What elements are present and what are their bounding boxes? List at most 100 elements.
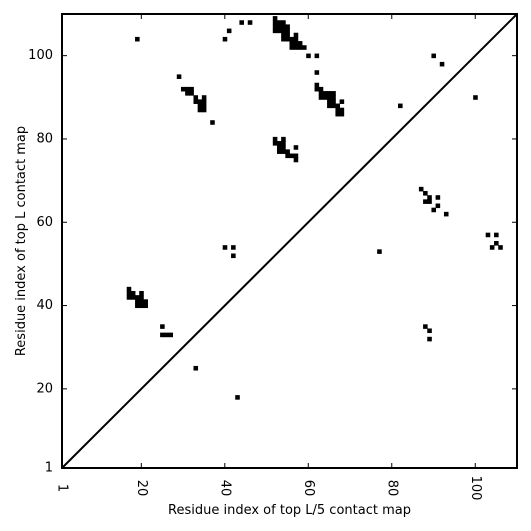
contact-cell: [281, 136, 286, 142]
contact-cell: [285, 24, 290, 29]
x-tick-label: 80: [384, 480, 399, 497]
contact-cell: [197, 107, 203, 113]
contact-cell: [281, 28, 286, 34]
contact-cell: [160, 324, 165, 329]
contact-cell: [293, 32, 299, 38]
x-tick-label: 20: [134, 480, 149, 497]
contacts-layer: [126, 16, 503, 400]
contact-cell: [168, 332, 174, 338]
contact-cell: [281, 141, 286, 146]
contact-cell: [339, 111, 345, 117]
contact-cell: [272, 20, 278, 25]
contact-cell: [126, 286, 132, 292]
contact-cell: [130, 290, 136, 296]
contact-cell: [285, 153, 290, 159]
contact-cell: [339, 107, 345, 113]
contact-cell: [427, 195, 432, 200]
contact-cell: [289, 153, 295, 159]
x-tick-label: 100: [468, 476, 483, 501]
contact-cell: [427, 199, 432, 204]
contact-cell: [293, 157, 299, 163]
contact-cell: [335, 103, 340, 109]
contact-cell: [139, 303, 144, 309]
y-tick-label: 40: [36, 298, 53, 313]
contact-cell: [318, 86, 324, 92]
x-tick-label: 60: [301, 480, 316, 497]
contact-cell: [276, 28, 282, 34]
contact-cell: [339, 99, 345, 104]
contact-cell: [494, 241, 499, 246]
contact-cell: [285, 28, 290, 34]
contact-cell: [285, 149, 290, 154]
contact-cell: [331, 103, 336, 109]
contact-cell: [293, 153, 299, 159]
contact-cell: [335, 107, 340, 113]
contact-cell: [272, 24, 278, 29]
contact-cell: [473, 95, 478, 100]
contact-cell: [139, 295, 144, 300]
contact-cell: [276, 141, 282, 146]
contact-cell: [276, 149, 282, 154]
contact-cell: [164, 332, 169, 338]
contact-cell: [126, 295, 132, 300]
contact-cell: [176, 74, 182, 79]
contact-cell: [398, 103, 403, 109]
contact-cell: [281, 149, 286, 154]
contact-cell: [135, 299, 140, 304]
contact-cell: [180, 86, 186, 92]
contact-cell: [427, 328, 432, 334]
contact-cell: [377, 249, 382, 254]
contact-cell: [485, 232, 491, 238]
contact-cell: [272, 141, 278, 146]
contact-cell: [201, 95, 207, 100]
contact-cell: [197, 99, 203, 104]
contact-cell: [423, 191, 428, 196]
contact-cell: [327, 103, 332, 109]
y-tick-label: 100: [28, 48, 53, 63]
contact-cell: [289, 41, 295, 46]
y-tick-label: 60: [36, 215, 53, 230]
contact-cell: [331, 95, 336, 100]
contact-cell: [494, 232, 499, 238]
contact-cell: [327, 95, 332, 100]
contact-cell: [423, 324, 428, 329]
contact-cell: [135, 36, 140, 42]
contact-cell: [498, 245, 503, 250]
contact-cell: [285, 32, 290, 38]
contact-cell: [431, 207, 436, 213]
contact-cell: [189, 86, 194, 92]
contact-cell: [289, 36, 295, 42]
contact-cell: [443, 211, 449, 217]
contact-cell: [306, 53, 311, 59]
contact-cell: [197, 103, 203, 109]
contact-cell: [293, 36, 299, 42]
contact-cell: [314, 82, 320, 88]
contact-cell: [327, 91, 332, 96]
contact-cell: [201, 103, 207, 109]
contact-cell: [314, 86, 320, 92]
y-tick-label: 1: [45, 461, 53, 476]
contact-cell: [318, 95, 324, 100]
contact-cell: [435, 203, 441, 209]
contact-cell: [201, 99, 207, 104]
contact-cell: [193, 95, 199, 100]
diagonal-line: [61, 13, 518, 469]
contact-cell: [418, 186, 424, 192]
contact-cell: [189, 91, 194, 96]
contact-cell: [210, 120, 215, 125]
contact-cell: [331, 99, 336, 104]
contact-cell: [143, 303, 148, 309]
contact-cell: [281, 36, 286, 42]
contact-cell: [143, 299, 148, 304]
contact-cell: [435, 195, 441, 200]
contact-cell: [139, 299, 144, 304]
contact-cell: [293, 145, 299, 150]
x-tick-label: 40: [217, 480, 232, 497]
contact-cell: [314, 53, 320, 59]
contact-cell: [281, 20, 286, 25]
contact-cell: [281, 145, 286, 150]
contact-cell: [130, 295, 136, 300]
contact-cell: [427, 336, 432, 342]
